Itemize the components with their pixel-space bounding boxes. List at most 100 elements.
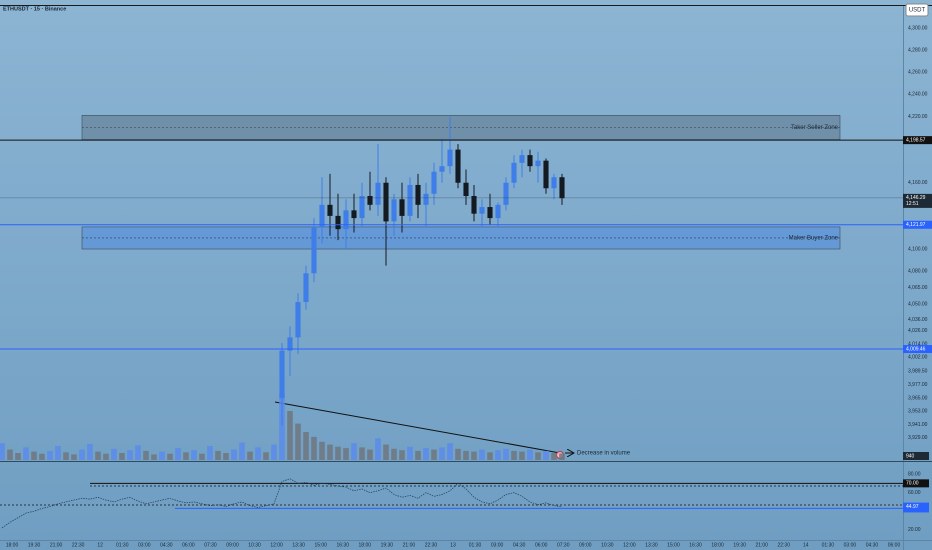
x-tick-label: 06:00 [535, 542, 548, 548]
candle-body [447, 149, 453, 167]
x-tick-label: 09:00 [226, 542, 239, 548]
y-tick-label: 4,240.00 [908, 92, 928, 98]
volume-bar [119, 453, 125, 460]
candle-body [479, 207, 485, 214]
candle-body [351, 210, 357, 219]
y-tick-label: 4,014.00 [908, 341, 928, 347]
candle-body [463, 182, 469, 196]
volume-bar [207, 446, 213, 460]
volume-bar [311, 436, 317, 460]
x-tick-label: 16:30 [336, 542, 349, 548]
volume-bar [399, 450, 405, 460]
currency-label[interactable]: USDT [909, 8, 926, 14]
volume-bar [95, 451, 101, 460]
candle-body [519, 155, 525, 163]
volume-bar [383, 444, 389, 460]
x-tick-label: 18:00 [6, 542, 19, 548]
candle-body [327, 204, 333, 216]
volume-bar [487, 452, 493, 460]
candle-body [335, 215, 341, 230]
volume-bar [247, 451, 253, 460]
rsi-line [1, 478, 563, 529]
volume-bar [551, 453, 557, 460]
rsi-value-label: 44.97 [906, 504, 919, 510]
candle-body [551, 177, 557, 189]
candle-body [287, 337, 293, 351]
volume-bar [559, 453, 565, 460]
volume-bar [31, 451, 37, 460]
volume-bar [47, 450, 53, 460]
rsi-tick-label: 20.00 [908, 527, 921, 533]
zone [81, 115, 841, 140]
candle-body [455, 149, 461, 183]
y-tick-label: 3,965.00 [908, 395, 928, 401]
x-tick-label: 21:00 [755, 542, 768, 548]
x-tick-label: 12:00 [623, 542, 636, 548]
x-tick-label: 19:30 [733, 542, 746, 548]
volume-bar [455, 448, 461, 460]
x-tick-label: 22:30 [777, 542, 790, 548]
y-tick-label: 4,220.00 [908, 114, 928, 120]
y-tick-label: 4,100.00 [908, 246, 928, 252]
volume-bar [71, 454, 77, 460]
volume-bar [255, 447, 261, 460]
volume-bar [239, 442, 245, 460]
volume-bar [135, 445, 141, 460]
y-tick-label: 3,929.00 [908, 435, 928, 441]
volume-bar [295, 423, 301, 460]
x-tick-label: 10:30 [601, 542, 614, 548]
x-tick-label: 12 [97, 542, 103, 548]
volume-bar [87, 443, 93, 460]
candle-body [319, 204, 325, 227]
volume-bar [111, 448, 117, 460]
volume-bar [279, 393, 285, 460]
volume-bar [543, 450, 549, 460]
volume-bar [103, 453, 109, 460]
candle-body [559, 177, 565, 199]
volume-bar [375, 438, 381, 460]
candle-body [543, 160, 549, 189]
price-label-bg [903, 345, 932, 354]
volume-bar [463, 450, 469, 460]
candle-body [535, 160, 541, 167]
candle-body [383, 182, 389, 222]
volume-bar [39, 453, 45, 460]
volume-bar [175, 448, 181, 460]
volume-bar [303, 432, 309, 460]
rsi-level-label: 70.00 [906, 481, 919, 487]
volume-bar [159, 451, 165, 460]
volume-label: 940 [906, 453, 915, 459]
countdown: 12:51 [906, 201, 919, 207]
annotation: Decrease in volume [577, 451, 631, 457]
volume-bar [0, 443, 5, 460]
volume-bar [503, 448, 509, 460]
volume-bar [151, 454, 157, 460]
candle-body [367, 195, 373, 205]
x-tick-label: 01:30 [822, 542, 835, 548]
volume-bar [215, 450, 221, 460]
x-tick-label: 16:30 [689, 542, 702, 548]
y-tick-label: 4,002.00 [908, 355, 928, 361]
price-label: 4,198.57 [906, 137, 926, 143]
candle-body [471, 195, 477, 214]
x-tick-label: 07:30 [204, 542, 217, 548]
volume-bar [367, 449, 373, 460]
candle-body [495, 204, 501, 219]
x-tick-label: 21:00 [403, 542, 416, 548]
volume-bar [359, 447, 365, 460]
y-tick-label: 4,050.00 [908, 302, 928, 308]
volume-bar [535, 452, 541, 460]
x-tick-label: 09:00 [579, 542, 592, 548]
x-tick-label: 04:30 [866, 542, 879, 548]
price-label-bg [903, 136, 932, 145]
candle-body [407, 184, 413, 216]
volume-bar [335, 446, 341, 460]
currency-button[interactable] [905, 3, 929, 17]
volume-bar [23, 447, 29, 460]
price-label: 4,009.46 [906, 346, 926, 352]
candle-body [431, 171, 437, 194]
x-tick-label: 04:30 [513, 542, 526, 548]
x-tick-label: 01:30 [116, 542, 129, 548]
x-tick-label: 22:30 [72, 542, 85, 548]
